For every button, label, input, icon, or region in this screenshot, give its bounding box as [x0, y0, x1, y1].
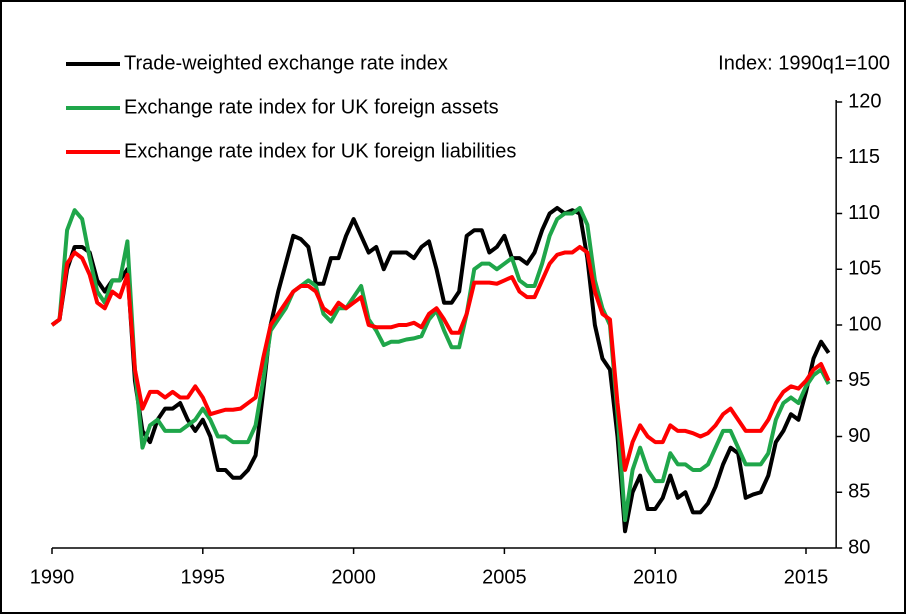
y-tick-label: 110 — [848, 202, 880, 224]
legend-label: Trade-weighted exchange rate index — [124, 52, 448, 74]
x-tick-label: 1990 — [30, 566, 75, 588]
legend-label: Exchange rate index for UK foreign asset… — [124, 96, 499, 118]
annotation: Index: 1990q1=100 — [718, 52, 890, 74]
y-tick-label: 85 — [848, 481, 870, 503]
y-tick-label: 90 — [848, 425, 870, 447]
x-tick-label: 2005 — [482, 566, 527, 588]
x-tick-label: 2015 — [784, 566, 829, 588]
x-tick-label: 1995 — [181, 566, 226, 588]
series-line — [50, 244, 831, 472]
legend-label: Exchange rate index for UK foreign liabi… — [124, 140, 516, 162]
series-line — [50, 205, 831, 534]
series-line — [50, 205, 831, 523]
y-tick-label: 120 — [848, 90, 881, 112]
y-tick-label: 105 — [848, 258, 881, 280]
y-tick-label: 80 — [848, 536, 870, 558]
x-tick-label: 2000 — [331, 566, 376, 588]
x-tick-label: 2010 — [633, 566, 678, 588]
y-tick-label: 95 — [848, 369, 870, 391]
y-tick-label: 115 — [848, 146, 880, 168]
y-tick-label: 100 — [848, 313, 881, 335]
